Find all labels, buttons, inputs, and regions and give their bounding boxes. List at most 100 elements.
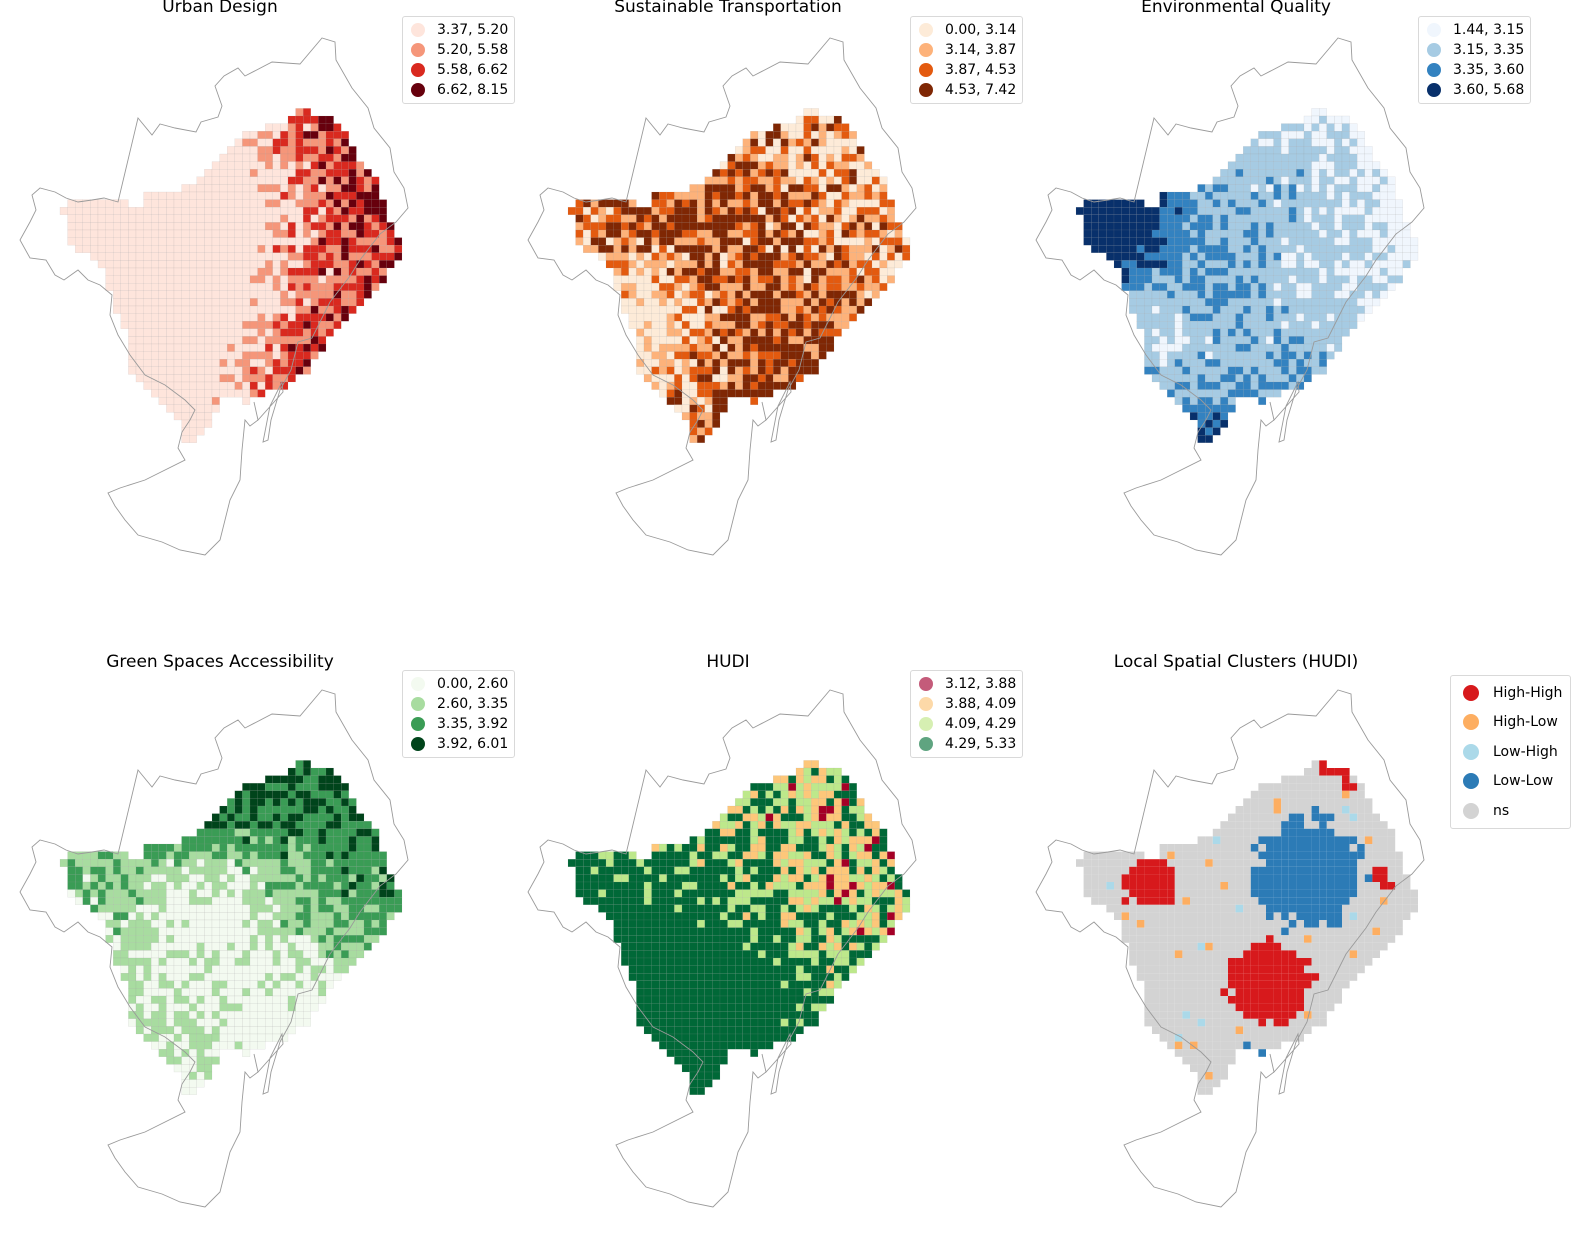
grid-cell [173, 935, 182, 943]
grid-cell [272, 252, 281, 261]
grid-cell [371, 214, 380, 223]
grid-cell [310, 767, 319, 776]
grid-cell [674, 343, 683, 352]
grid-cell [681, 881, 690, 890]
grid-cell [318, 267, 327, 276]
grid-cell [856, 828, 865, 837]
grid-cell [219, 153, 228, 162]
grid-cell [735, 874, 743, 883]
grid-cell [333, 298, 342, 307]
grid-cell [1372, 184, 1381, 193]
grid-cell [567, 859, 576, 867]
grid-cell [158, 366, 167, 375]
grid-cell [196, 267, 205, 276]
grid-cell [272, 980, 281, 989]
grid-cell [257, 237, 266, 246]
legend-entry: 6.62, 8.15 [411, 80, 508, 100]
grid-cell [689, 267, 698, 276]
grid-cell [166, 859, 175, 867]
grid-cell [1235, 252, 1244, 261]
grid-cell [234, 336, 243, 345]
grid-cell [173, 866, 182, 875]
grid-cell [1379, 290, 1388, 299]
grid-cell [310, 775, 319, 784]
grid-cell [143, 942, 152, 951]
grid-cell [750, 283, 759, 291]
grid-cell [333, 783, 342, 791]
grid-cell [341, 805, 349, 814]
grid-cell [1357, 313, 1365, 322]
grid-cell [303, 973, 311, 981]
grid-cell [257, 843, 266, 852]
grid-cell [1235, 199, 1244, 208]
grid-cell [1227, 184, 1236, 193]
grid-cell [151, 343, 159, 352]
grid-cell [227, 351, 235, 360]
grid-cell [272, 775, 281, 784]
grid-cell [1167, 191, 1175, 200]
grid-cell [628, 199, 637, 208]
grid-cell [727, 153, 736, 162]
grid-cell [287, 374, 296, 383]
grid-cell [211, 935, 220, 943]
grid-cell [803, 904, 812, 913]
grid-cell [265, 305, 273, 314]
grid-cell [227, 153, 235, 162]
grid-cell [295, 783, 304, 791]
grid-cell [356, 897, 365, 905]
grid-cell [1220, 237, 1229, 246]
grid-cell [75, 866, 83, 875]
grid-cell [325, 245, 334, 253]
grid-cell [1296, 252, 1305, 261]
grid-cell [181, 957, 190, 966]
grid-cell [158, 881, 167, 890]
grid-cell [75, 222, 83, 231]
grid-cell [712, 897, 721, 905]
grid-cell [151, 866, 159, 875]
grid-cell [1212, 381, 1221, 390]
grid-cell [287, 290, 296, 299]
grid-cell [1349, 267, 1358, 276]
grid-cell [287, 965, 296, 974]
grid-cell [1167, 381, 1175, 390]
grid-cell [856, 881, 865, 890]
grid-cell [1182, 245, 1191, 253]
grid-cell [773, 229, 781, 238]
grid-cell [151, 843, 159, 852]
grid-cell [871, 176, 880, 185]
grid-cell [1326, 252, 1335, 261]
grid-cell [841, 222, 850, 231]
grid-cell [227, 813, 235, 822]
grid-cell [257, 1033, 266, 1042]
grid-cell [394, 245, 403, 253]
grid-cell [651, 214, 660, 223]
grid-cell [590, 237, 599, 246]
grid-cell [1174, 275, 1183, 284]
grid-cell [1151, 237, 1160, 246]
grid-cell [742, 252, 751, 261]
grid-cell [310, 790, 319, 799]
grid-cell [674, 404, 683, 413]
grid-cell [318, 222, 327, 231]
grid-cell [704, 843, 713, 852]
grid-cell [1296, 229, 1305, 238]
grid-cell [757, 859, 766, 867]
grid-cell [795, 321, 804, 329]
grid-cell [1296, 305, 1305, 314]
grid-cell [227, 904, 235, 913]
grid-cell [348, 222, 357, 231]
grid-cell [833, 123, 842, 132]
grid-cell [849, 859, 857, 867]
grid-cell [1182, 359, 1191, 367]
grid-cell [363, 889, 372, 898]
grid-cell [841, 874, 850, 883]
grid-cell [1197, 184, 1206, 193]
grid-cell [135, 283, 144, 291]
grid-cell [265, 298, 273, 307]
grid-cell [697, 435, 705, 443]
grid-cell [303, 283, 311, 291]
grid-cell [265, 897, 273, 905]
grid-cell [1250, 191, 1259, 200]
grid-cell [105, 859, 114, 867]
grid-cell [1303, 252, 1312, 261]
